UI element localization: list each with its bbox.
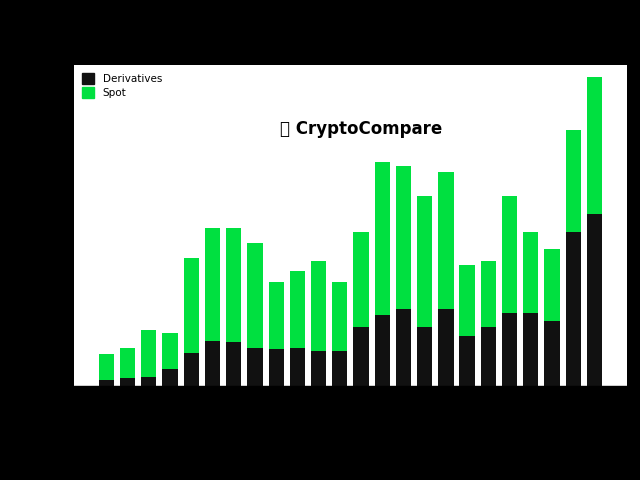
Bar [438, 172, 454, 309]
Bar [311, 351, 326, 386]
Y-axis label: Monthly Volume ($): Monthly Volume ($) [15, 171, 26, 280]
Bar [269, 349, 284, 386]
Bar [481, 261, 496, 327]
Bar [587, 214, 602, 386]
Bar [290, 348, 305, 386]
Bar [163, 333, 178, 369]
Bar [99, 381, 114, 386]
Bar [205, 341, 220, 386]
Bar [502, 196, 517, 312]
Bar [523, 231, 538, 312]
Bar [120, 348, 135, 378]
Bar [396, 309, 411, 386]
Bar [311, 261, 326, 351]
Bar [247, 348, 262, 386]
Bar [545, 321, 559, 386]
Bar [184, 353, 199, 386]
Bar [460, 265, 475, 336]
Bar [290, 271, 305, 348]
Text: Ⓜ CryptoCompare: Ⓜ CryptoCompare [280, 120, 443, 138]
Bar [566, 130, 581, 231]
Bar [163, 369, 178, 386]
Bar [226, 342, 241, 386]
Bar [226, 228, 241, 342]
Title: Monthly Spot vs Derivatives Volume: Monthly Spot vs Derivatives Volume [212, 45, 488, 60]
Bar [587, 77, 602, 214]
Bar [184, 258, 199, 353]
Bar [545, 250, 559, 321]
Bar [353, 231, 369, 327]
Bar [374, 162, 390, 315]
Bar [269, 282, 284, 349]
Bar [417, 327, 432, 386]
Bar [205, 228, 220, 341]
Bar [523, 312, 538, 386]
Bar [417, 196, 432, 327]
Bar [460, 336, 475, 386]
Bar [247, 243, 262, 348]
Legend: Derivatives, Spot: Derivatives, Spot [79, 70, 165, 101]
Bar [120, 378, 135, 386]
Bar [481, 327, 496, 386]
Bar [396, 166, 411, 309]
Bar [353, 327, 369, 386]
Bar [332, 282, 348, 351]
Bar [374, 315, 390, 386]
Bar [99, 354, 114, 381]
Bar [332, 351, 348, 386]
Bar [502, 312, 517, 386]
Bar [141, 377, 156, 386]
Bar [141, 330, 156, 377]
Bar [438, 309, 454, 386]
Bar [566, 231, 581, 386]
